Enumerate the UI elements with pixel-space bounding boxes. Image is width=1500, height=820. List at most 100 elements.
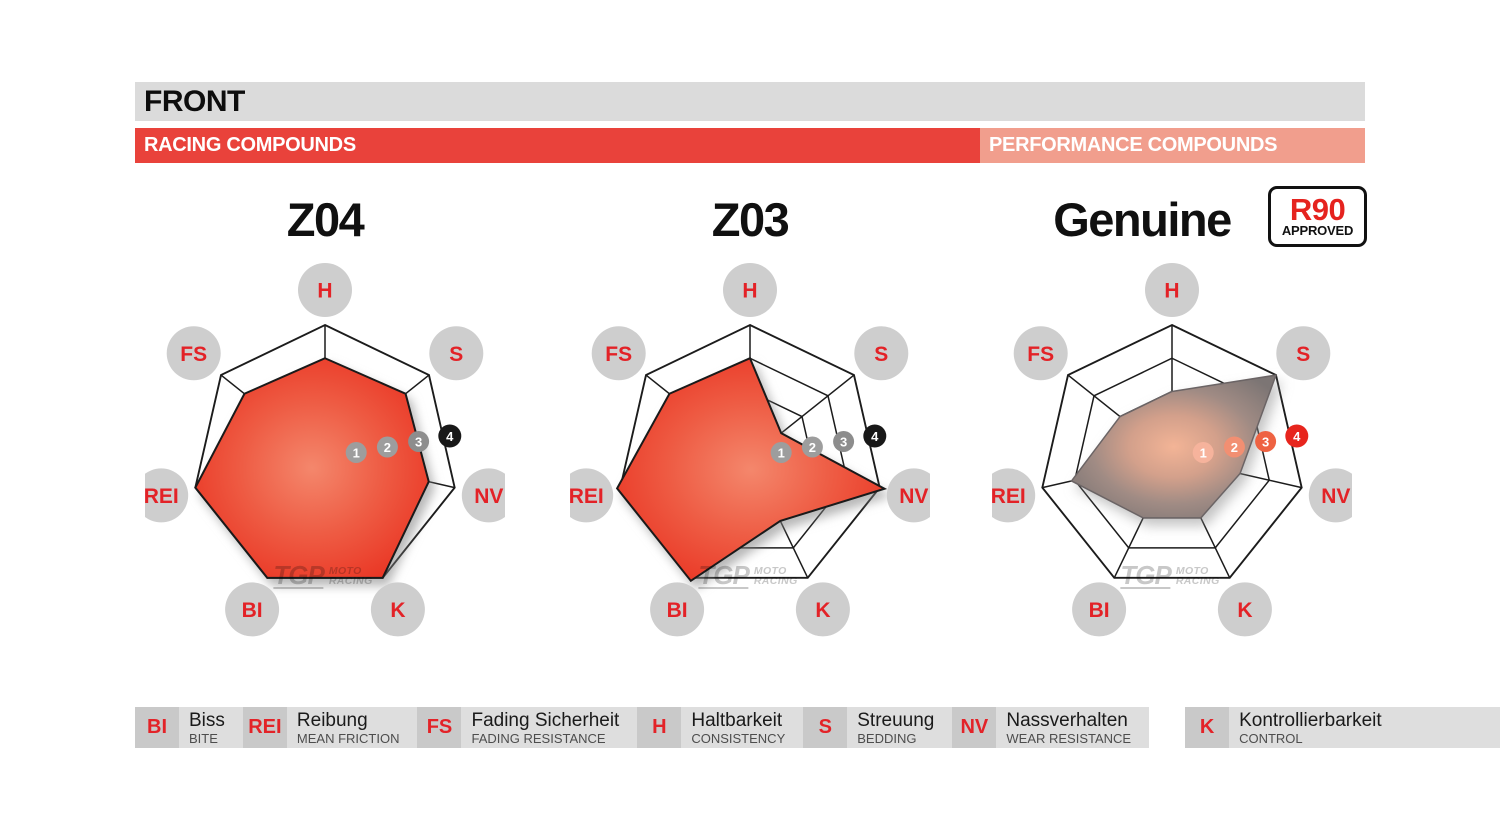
racing-compounds-label: RACING COMPOUNDS: [144, 134, 356, 156]
axis-label-text: BI: [242, 599, 263, 622]
scale-marker-circle: [408, 431, 430, 452]
axis-label-circle: [992, 468, 1036, 523]
tgp-moto-racing-watermark: TGP MOTO RACING: [698, 562, 798, 589]
legend-term-de: Nassverhalten: [1006, 710, 1128, 731]
legend-term-de: Biss: [189, 710, 225, 731]
axis-label-nv: NV: [461, 468, 505, 523]
axis-label-s: S: [854, 326, 909, 381]
axis-label-k: K: [1217, 582, 1272, 637]
scale-marker-label: 1: [353, 446, 360, 461]
legend-item-rei: REI Reibung MEAN FRICTION: [242, 707, 418, 748]
scale-marker-4: 4: [438, 424, 462, 448]
legend-term-de: Streuung: [857, 710, 935, 731]
scale-marker-4: 4: [1285, 424, 1309, 448]
legend-item-bi: BI Biss BITE: [135, 707, 243, 748]
axis-label-circle: [854, 326, 909, 381]
tgp-moto-racing-watermark: TGP MOTO RACING: [273, 560, 372, 590]
legend-term-en: CONSISTENCY: [691, 731, 786, 746]
axis-label-text: FS: [180, 343, 207, 366]
r90-badge-line1: R90: [1289, 192, 1346, 227]
legend-term-en: BEDDING: [857, 731, 917, 746]
legend-abbr: H: [637, 707, 682, 748]
axis-label-circle: [166, 326, 221, 381]
radar-chart-z03: 1 2 3 4 H S NV K BI REI FS TGP MOTO RACING: [570, 258, 930, 648]
scale-marker-circle: [770, 442, 792, 463]
scale-marker-label: 1: [1200, 446, 1207, 461]
radar-value-polygon: [1070, 374, 1278, 519]
scale-marker-circle: [376, 436, 398, 458]
axis-label-circle: [225, 582, 280, 637]
axis-label-nv: NV: [886, 468, 930, 523]
legend-abbr: FS: [417, 707, 462, 748]
legend-abbr: NV: [952, 707, 997, 748]
tgp-moto-racing-watermark: TGP MOTO RACING: [1120, 562, 1220, 589]
scale-marker-circle: [801, 436, 823, 458]
axis-label-fs: FS: [591, 326, 646, 381]
axis-label-k: K: [370, 582, 425, 637]
axis-label-bi: BI: [225, 582, 280, 637]
axis-label-circle: [1276, 326, 1331, 381]
axis-label-text: NV: [474, 485, 503, 508]
radar-chart-z04: 1 2 3 4 H S NV K BI REI FS TGP MOTO RACING: [145, 258, 505, 648]
axis-label-circle: [370, 582, 425, 637]
axis-label-bi: BI: [1072, 582, 1127, 637]
scale-marker-label: 3: [1262, 435, 1269, 450]
scale-marker-2: 2: [801, 436, 823, 458]
watermark-moto-racing: MOTO RACING: [1175, 565, 1220, 587]
scale-marker-label: 2: [1231, 440, 1238, 455]
legend-text: Reibung MEAN FRICTION: [286, 707, 418, 748]
legend-term-en: CONTROL: [1239, 731, 1303, 746]
legend-term-de: Reibung: [296, 710, 368, 731]
axis-label-text: NV: [899, 485, 928, 508]
axis-label-text: NV: [1321, 485, 1350, 508]
front-header-bar: FRONT: [135, 82, 1365, 121]
legend-item-s: S Streuung BEDDING: [803, 707, 953, 748]
scale-marker-label: 2: [809, 440, 816, 455]
axis-label-h: H: [1145, 263, 1199, 317]
radar-value-polygon: [194, 357, 430, 579]
scale-marker-2: 2: [1223, 436, 1245, 458]
axis-label-circle: [650, 582, 705, 637]
axis-label-text: H: [317, 280, 332, 303]
radar-grid-ring-4: [619, 323, 881, 579]
axis-label-k: K: [795, 582, 850, 637]
scale-marker-label: 1: [778, 446, 785, 461]
axis-label-circle: [886, 468, 930, 523]
axis-label-h: H: [298, 263, 352, 317]
watermark-tgp: TGP: [273, 560, 325, 590]
legend-term-en: MEAN FRICTION: [296, 731, 400, 746]
axis-label-text: FS: [1027, 343, 1054, 366]
axis-label-circle: [570, 468, 614, 523]
axis-label-circle: [145, 468, 189, 523]
axis-label-text: S: [1296, 343, 1310, 366]
scale-marker-1: 1: [345, 442, 367, 463]
scale-marker-label: 2: [384, 440, 391, 455]
axis-label-circle: [591, 326, 646, 381]
scale-marker-circle: [863, 424, 887, 448]
scale-marker-circle: [1285, 424, 1309, 448]
radar-chart-genuine: 1 2 3 4 H S NV K BI REI FS TGP MOTO RACING: [992, 258, 1352, 648]
axis-label-text: K: [815, 599, 830, 622]
scale-marker-2: 2: [376, 436, 398, 458]
scale-marker-label: 4: [1293, 429, 1301, 444]
watermark-moto-racing: MOTO RACING: [753, 565, 798, 587]
axis-label-text: BI: [1089, 599, 1110, 622]
axis-label-text: BI: [667, 599, 688, 622]
legend-term-de: Fading Sicherheit: [471, 710, 620, 731]
axis-label-circle: [723, 263, 777, 317]
axis-label-rei: REI: [145, 468, 189, 523]
scale-marker-circle: [1192, 442, 1214, 463]
axis-label-s: S: [429, 326, 484, 381]
axis-label-circle: [1217, 582, 1272, 637]
scale-marker-4: 4: [863, 424, 887, 448]
scale-marker-circle: [1255, 431, 1277, 452]
performance-compounds-label: PERFORMANCE COMPOUNDS: [989, 134, 1278, 156]
legend: BI Biss BITE REI Reibung MEAN FRICTION F…: [135, 707, 1500, 748]
scale-marker-label: 4: [446, 429, 454, 444]
legend-abbr: BI: [135, 707, 179, 748]
legend-abbr: K: [1185, 707, 1230, 748]
scale-marker-1: 1: [770, 442, 792, 463]
axis-label-text: FS: [605, 343, 632, 366]
scale-marker-1: 1: [1192, 442, 1214, 463]
legend-term-en: WEAR RESISTANCE: [1006, 731, 1132, 746]
